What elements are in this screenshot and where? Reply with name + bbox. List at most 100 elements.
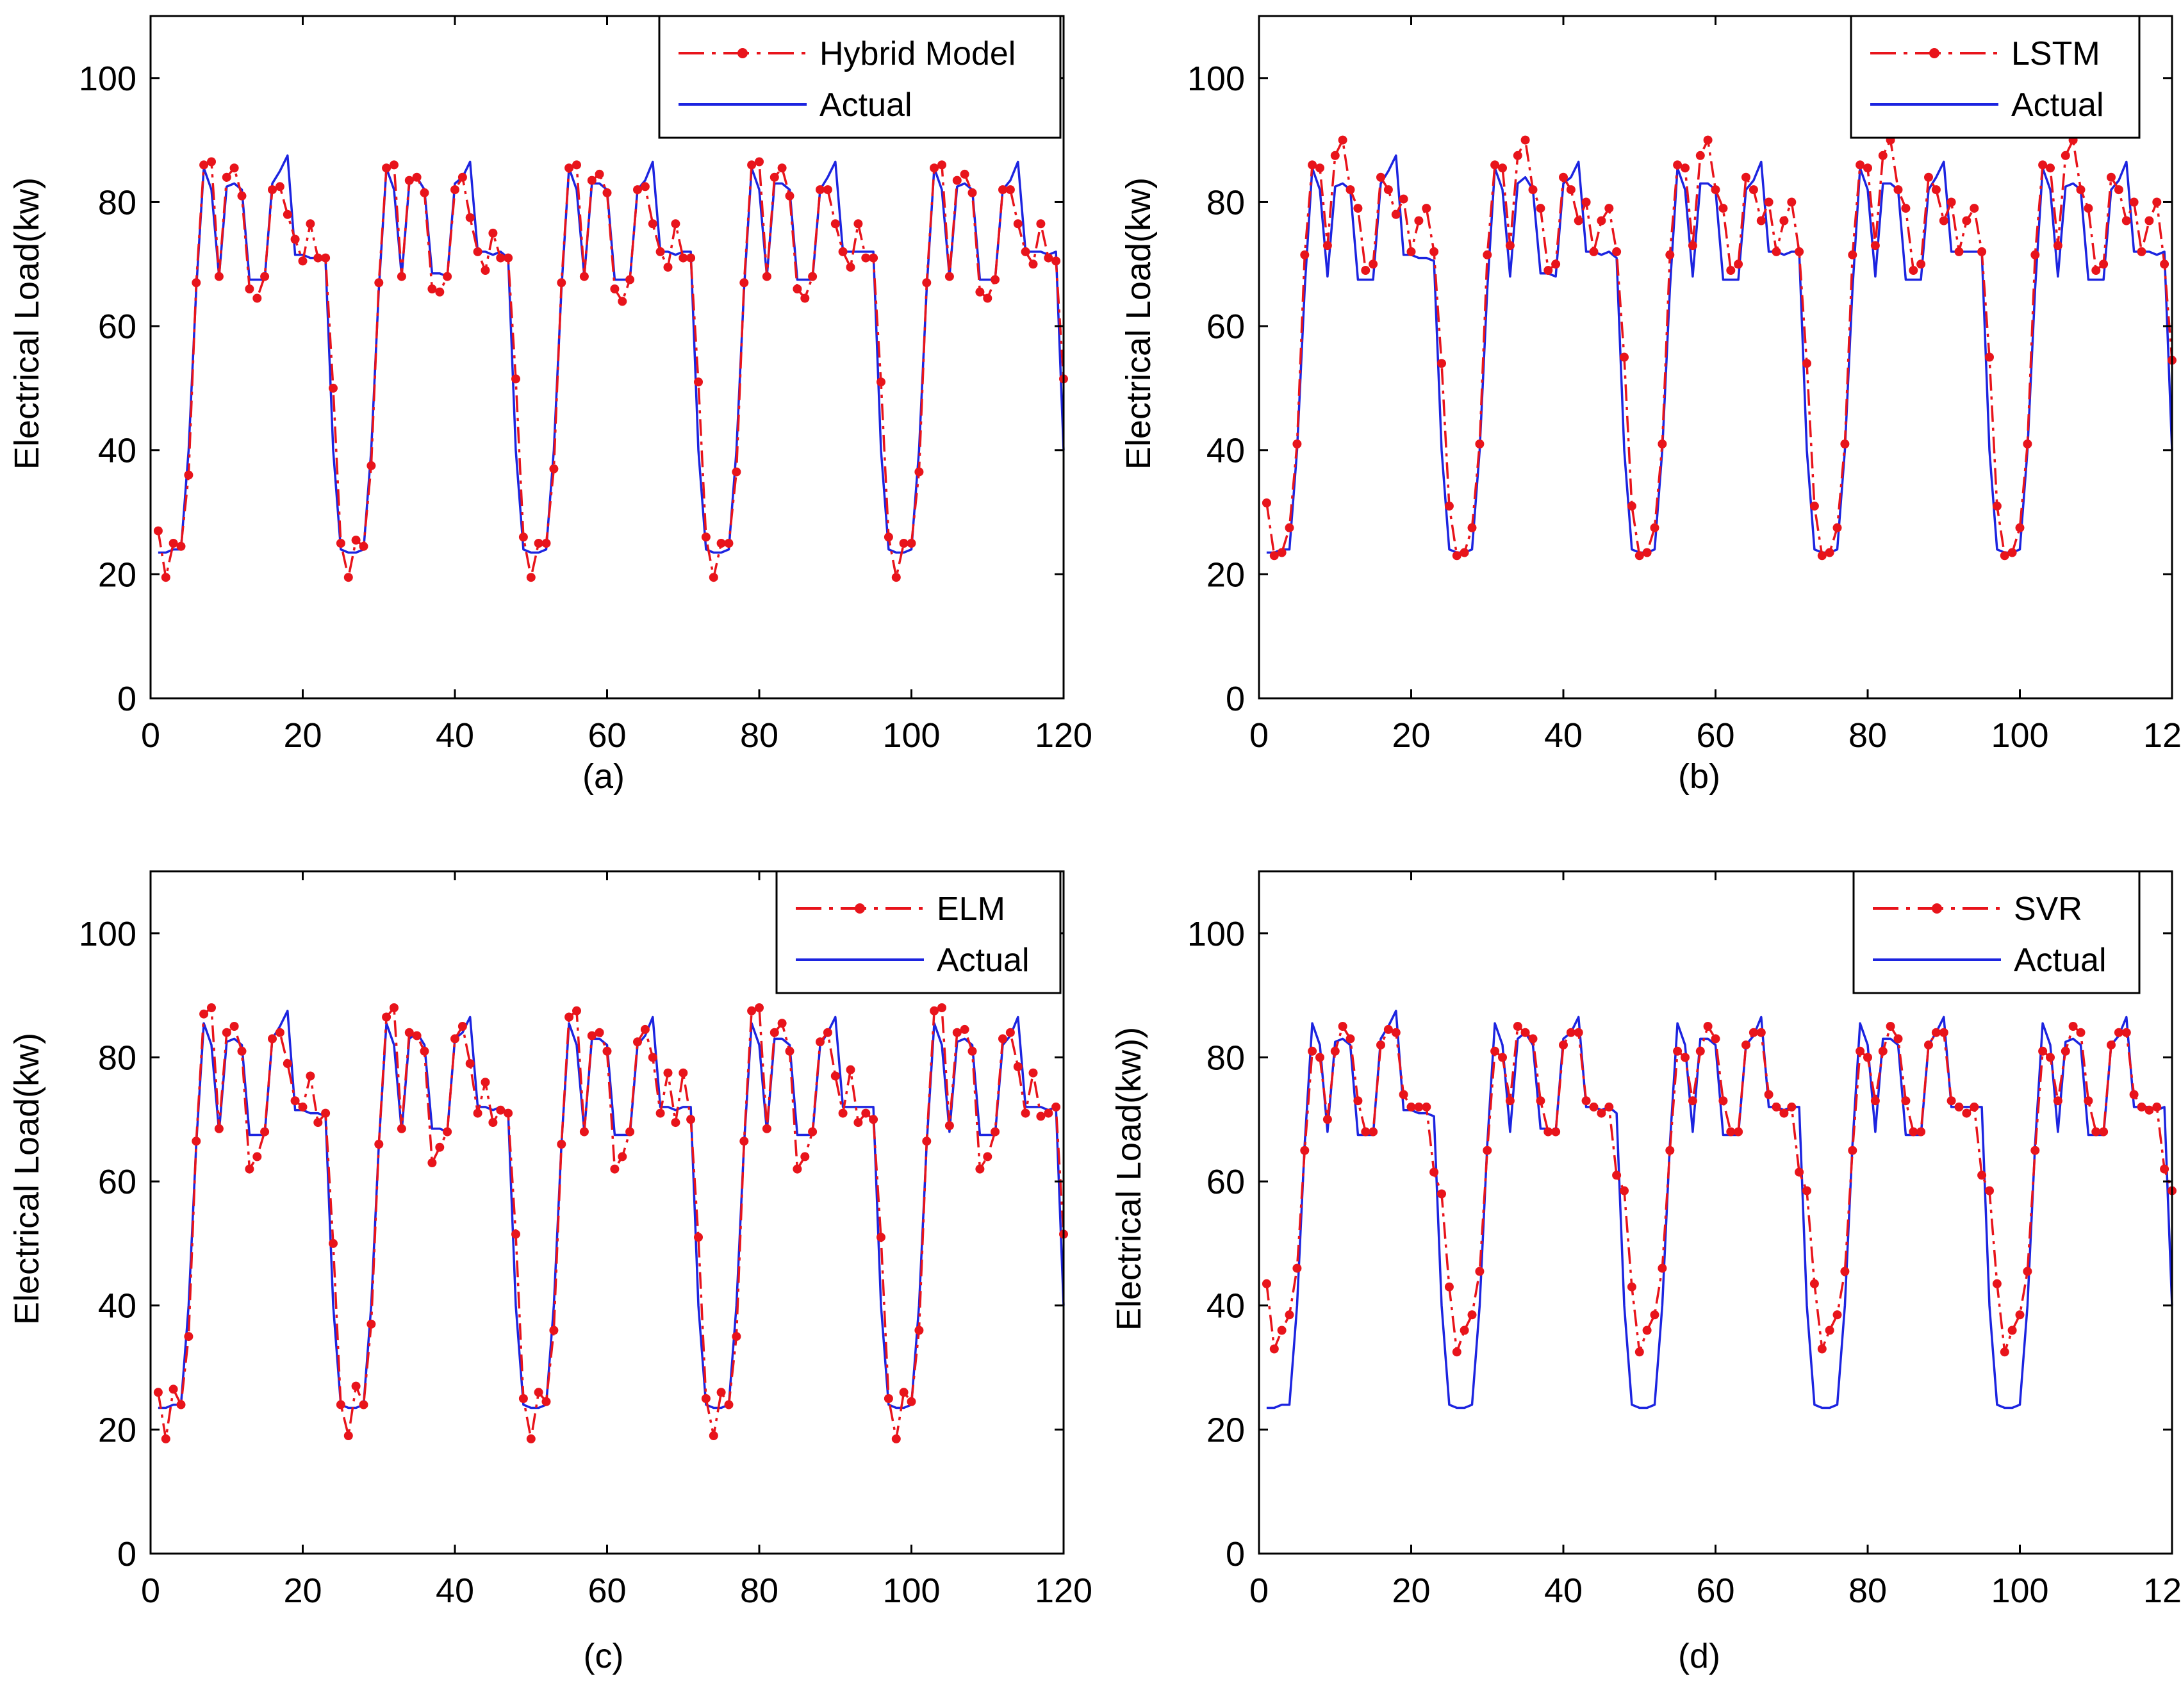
panel-caption: (a)	[582, 757, 625, 796]
data-point	[1543, 266, 1553, 275]
data-point	[1391, 1028, 1401, 1037]
x-tick-label: 60	[1696, 716, 1734, 755]
x-tick-label: 40	[1544, 1572, 1583, 1610]
data-point	[1665, 250, 1675, 259]
data-point	[884, 532, 893, 542]
legend-forecast-marker	[855, 903, 865, 914]
legend-forecast-label: LSTM	[2011, 35, 2100, 72]
data-point	[1673, 160, 1683, 170]
data-point	[610, 284, 620, 293]
y-axis-label: Electrical Load(kw))	[1110, 1027, 1148, 1331]
data-point	[724, 539, 734, 548]
data-point	[321, 1108, 331, 1118]
data-point	[1483, 1146, 1492, 1155]
data-point	[1269, 551, 1279, 561]
data-point	[1361, 1127, 1370, 1137]
data-point	[1856, 160, 1865, 170]
data-point	[944, 272, 954, 281]
data-point	[1795, 1167, 1804, 1177]
data-point	[846, 1065, 855, 1074]
y-axis-label: Electrical Load(kw)	[8, 177, 46, 470]
data-point	[770, 172, 779, 182]
data-point	[755, 1003, 764, 1012]
data-point	[359, 541, 368, 551]
data-point	[2015, 1310, 2025, 1320]
data-point	[671, 219, 680, 229]
data-point	[625, 1127, 635, 1137]
data-point	[1520, 1028, 1530, 1037]
data-point	[2015, 523, 2025, 532]
data-point	[1399, 1090, 1408, 1099]
data-point	[937, 160, 946, 170]
data-point	[1460, 1326, 1469, 1335]
x-tick-label: 40	[1544, 716, 1583, 755]
data-point	[1581, 197, 1591, 207]
series-line-actual	[1266, 154, 2173, 554]
data-point	[1992, 1279, 2002, 1288]
data-point	[488, 1118, 498, 1128]
data-point	[899, 539, 909, 548]
data-point	[853, 219, 863, 229]
data-point	[1346, 185, 1355, 195]
y-tick-label: 0	[117, 680, 136, 718]
data-point	[671, 1118, 680, 1128]
data-point	[1878, 1046, 1888, 1056]
y-tick-label: 40	[1206, 432, 1245, 470]
data-point	[701, 1394, 711, 1403]
data-point	[1634, 1347, 1644, 1357]
data-point	[518, 532, 528, 542]
data-point	[861, 253, 871, 263]
data-point	[1703, 135, 1713, 145]
data-point	[808, 1127, 818, 1137]
legend-actual-label: Actual	[819, 86, 912, 124]
data-point	[1581, 1096, 1591, 1106]
legend-box	[658, 15, 1062, 139]
legend-forecast-marker	[737, 48, 748, 58]
data-point	[701, 532, 711, 542]
data-point	[192, 1137, 201, 1146]
data-point	[846, 263, 855, 272]
y-tick-label: 40	[1206, 1287, 1245, 1326]
data-point	[1262, 498, 1271, 507]
data-point	[793, 1164, 802, 1174]
data-point	[830, 1071, 840, 1081]
data-point	[450, 1034, 459, 1044]
data-point	[1361, 266, 1370, 275]
data-point	[2023, 439, 2032, 448]
data-point	[1262, 1279, 1271, 1288]
data-point	[199, 160, 209, 170]
data-point	[1681, 163, 1690, 173]
data-point	[1498, 1053, 1507, 1062]
data-point	[245, 284, 254, 293]
x-tick-label: 60	[588, 1572, 626, 1610]
data-point	[998, 185, 1007, 195]
data-point	[245, 1164, 254, 1174]
data-point	[991, 275, 1000, 284]
data-point	[1931, 185, 1941, 195]
data-point	[275, 182, 284, 192]
data-point	[1840, 1267, 1850, 1276]
data-point	[1353, 204, 1363, 213]
data-point	[290, 234, 300, 244]
data-point	[1688, 241, 1697, 250]
data-point	[1406, 1102, 1416, 1112]
data-point	[930, 1006, 939, 1015]
data-point	[739, 278, 749, 288]
data-point	[816, 1037, 825, 1047]
x-tick-label: 100	[882, 1572, 940, 1610]
data-point	[397, 1124, 406, 1133]
data-point	[268, 185, 277, 195]
data-point	[420, 1046, 429, 1056]
data-point	[1909, 266, 1918, 275]
data-point	[443, 272, 452, 281]
data-point	[2046, 1053, 2055, 1062]
data-point	[891, 573, 901, 582]
data-point	[1369, 259, 1378, 269]
data-point	[2099, 259, 2109, 269]
data-point	[823, 185, 832, 195]
data-point	[967, 1046, 977, 1056]
data-point	[1021, 247, 1030, 256]
data-point	[579, 272, 589, 281]
data-point	[557, 1140, 566, 1149]
data-point	[1005, 1028, 1015, 1037]
